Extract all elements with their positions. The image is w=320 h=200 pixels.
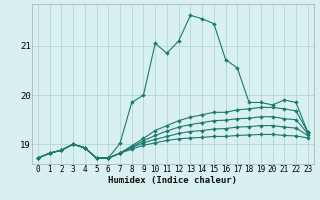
X-axis label: Humidex (Indice chaleur): Humidex (Indice chaleur) [108,176,237,185]
